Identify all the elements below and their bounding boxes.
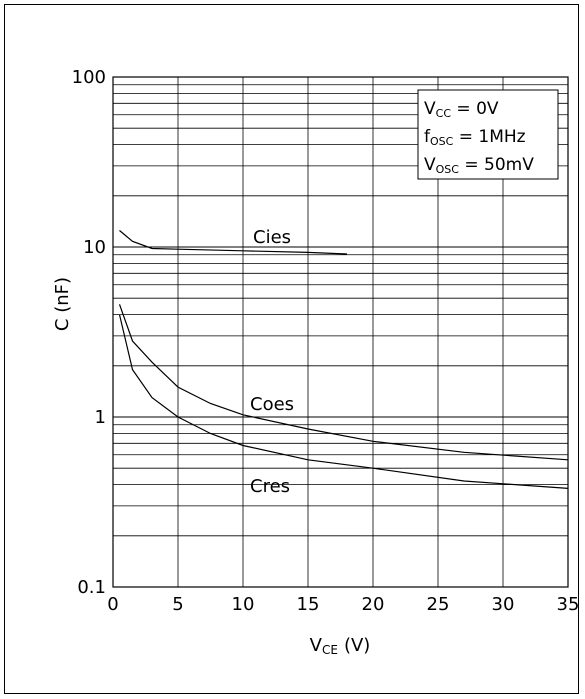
- x-axis-label: VCE (V): [310, 635, 371, 657]
- y-axis-label: C (nF): [52, 277, 73, 331]
- y-tick-label: 10: [83, 237, 106, 258]
- x-tick-label: 15: [297, 594, 320, 615]
- y-tick-label: 0.1: [77, 577, 106, 598]
- x-tick-label: 0: [107, 594, 118, 615]
- y-tick-label: 1: [95, 407, 106, 428]
- x-tick-label: 30: [492, 594, 515, 615]
- series-label-cies: Cies: [253, 227, 291, 248]
- condition-vosc: VOSC = 50mV: [424, 155, 534, 176]
- condition-fosc: fOSC = 1MHz: [424, 127, 526, 148]
- plot-area-border: [112, 76, 569, 588]
- y-tick-label: 100: [72, 67, 106, 88]
- series-line-coes: [118, 304, 569, 461]
- grid: [113, 77, 568, 587]
- figure-frame: [4, 4, 579, 694]
- series-line-cres: [118, 314, 569, 489]
- conditions-box: [417, 89, 559, 180]
- x-tick-labels: 0 5 10 15 20 25 30 35: [107, 594, 579, 615]
- x-tick-label: 10: [232, 594, 255, 615]
- x-tick-label: 25: [427, 594, 450, 615]
- series-label-cres: Cres: [250, 476, 290, 497]
- series-label-coes: Coes: [250, 394, 294, 415]
- series-group: Cies Coes Cres: [118, 227, 569, 497]
- series-line-cies: [119, 230, 348, 255]
- x-tick-label: 20: [362, 594, 385, 615]
- x-tick-label: 5: [172, 594, 183, 615]
- condition-vcc: VCC = 0V: [424, 99, 499, 120]
- x-tick-label: 35: [557, 594, 580, 615]
- y-tick-labels: 0.1 1 10 100: [72, 67, 106, 598]
